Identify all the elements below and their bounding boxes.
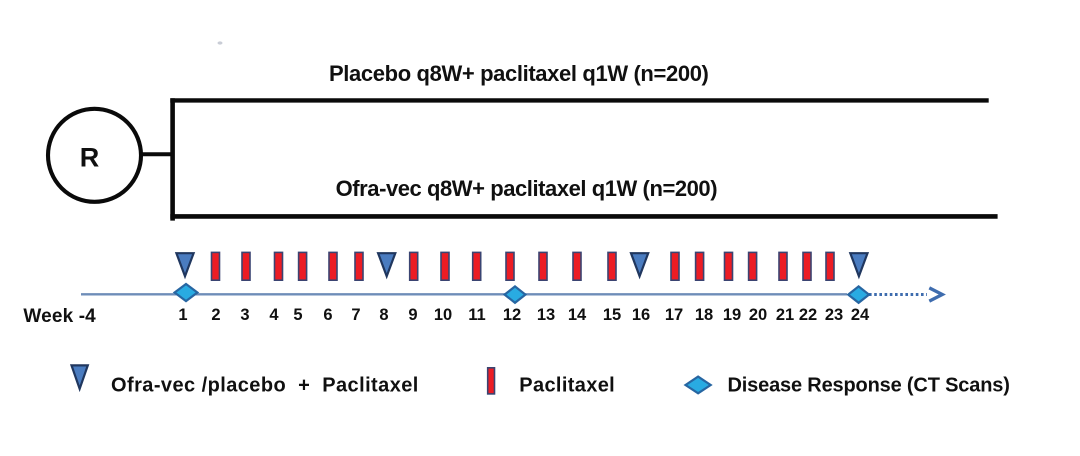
- svg-text:15: 15: [603, 306, 621, 324]
- svg-text:14: 14: [568, 306, 587, 324]
- svg-text:Ofra-vec /placebo + Paclitax: Ofra-vec /placebo + Paclitaxel: [111, 375, 419, 397]
- svg-text:7: 7: [351, 306, 360, 324]
- svg-text:Placebo q8W+ paclitaxel q1W (n: Placebo q8W+ paclitaxel q1W (n=200): [329, 61, 709, 86]
- svg-text:21: 21: [776, 306, 794, 324]
- svg-text:Paclitaxel: Paclitaxel: [519, 375, 615, 397]
- svg-text:23: 23: [825, 306, 843, 324]
- svg-text:20: 20: [749, 306, 767, 324]
- svg-text:13: 13: [537, 306, 555, 324]
- svg-text:17: 17: [665, 306, 683, 324]
- svg-text:18: 18: [695, 306, 713, 324]
- svg-text:9: 9: [408, 306, 417, 324]
- svg-text:8: 8: [379, 306, 388, 324]
- svg-text:19: 19: [723, 306, 741, 324]
- svg-text:4: 4: [269, 306, 279, 324]
- svg-text:R: R: [80, 143, 100, 173]
- svg-text:1: 1: [178, 306, 187, 324]
- svg-text:11: 11: [468, 306, 485, 324]
- svg-text:Disease Response (CT Scans): Disease Response (CT Scans): [728, 375, 1010, 397]
- svg-text:10: 10: [434, 306, 452, 324]
- svg-text:Week -4: Week -4: [23, 306, 96, 327]
- svg-text:2: 2: [211, 306, 220, 324]
- svg-text:Ofra-vec q8W+ paclitaxel q1W (: Ofra-vec q8W+ paclitaxel q1W (n=200): [336, 176, 718, 201]
- svg-text:16: 16: [632, 306, 650, 324]
- svg-text:5: 5: [293, 306, 302, 324]
- svg-text:24: 24: [851, 306, 870, 324]
- svg-text:12: 12: [503, 306, 521, 324]
- svg-text:6: 6: [323, 306, 332, 324]
- svg-text:3: 3: [240, 306, 249, 324]
- svg-text:22: 22: [799, 306, 817, 324]
